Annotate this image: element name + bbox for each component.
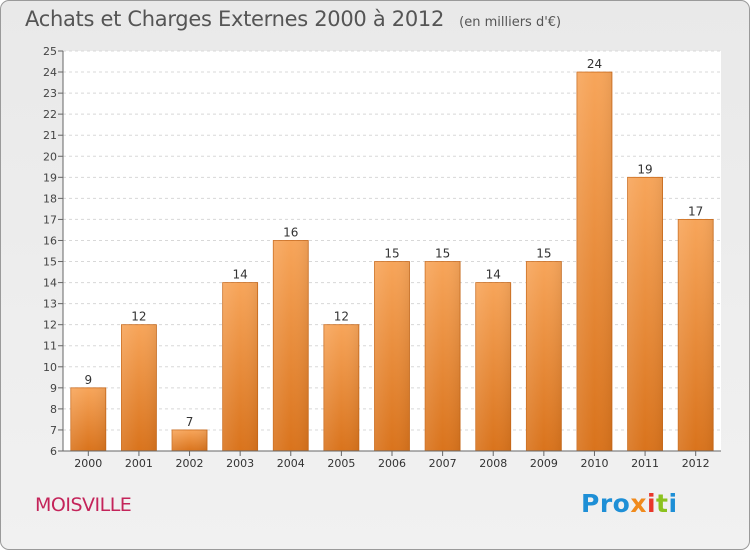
bar-value-label: 12 (334, 310, 349, 324)
x-tick-label: 2012 (682, 457, 710, 470)
chart-unit: (en milliers d'€) (459, 15, 562, 30)
x-tick-label: 2011 (631, 457, 659, 470)
x-tick-label: 2001 (125, 457, 153, 470)
logo-part: x (630, 489, 647, 518)
bar-shine (323, 324, 359, 451)
bar-value-label: 17 (688, 204, 703, 218)
bar-shine (475, 282, 511, 451)
y-tick-label: 13 (43, 298, 57, 311)
x-tick-label: 2006 (378, 457, 406, 470)
bar-shine (70, 387, 106, 451)
town-name: MOISVILLE (35, 494, 132, 516)
bar-value-label: 15 (435, 247, 450, 261)
bar-value-label: 9 (84, 373, 92, 387)
y-tick-label: 21 (43, 129, 57, 142)
y-tick-label: 17 (43, 213, 57, 226)
x-tick-label: 2002 (176, 457, 204, 470)
y-tick-label: 14 (43, 277, 57, 290)
bar-value-label: 24 (587, 57, 602, 71)
logo-part: i (646, 489, 657, 518)
chart-title-row: Achats et Charges Externes 2000 à 2012 (… (25, 7, 561, 31)
y-tick-label: 19 (43, 171, 57, 184)
proxiti-logo: Proxiti (581, 489, 678, 518)
y-tick-label: 10 (43, 361, 57, 374)
bar-value-label: 15 (384, 247, 399, 261)
x-tick-label: 2008 (479, 457, 507, 470)
logo-part: i (668, 489, 678, 518)
x-tick-label: 2009 (530, 457, 558, 470)
chart-title: Achats et Charges Externes 2000 à 2012 (25, 7, 445, 31)
x-tick-label: 2007 (429, 457, 457, 470)
x-tick-label: 2004 (277, 457, 305, 470)
x-tick-label: 2003 (226, 457, 254, 470)
x-tick-label: 2010 (580, 457, 608, 470)
bar-value-label: 16 (283, 225, 298, 239)
bar-value-label: 15 (536, 247, 551, 261)
bar-shine (627, 177, 663, 451)
y-tick-label: 24 (43, 66, 57, 79)
y-tick-label: 9 (50, 382, 57, 395)
bar-value-label: 14 (233, 268, 248, 282)
y-tick-label: 23 (43, 87, 57, 100)
y-tick-label: 8 (50, 403, 57, 416)
bar-shine (222, 282, 258, 451)
bar-shine (121, 324, 157, 451)
x-tick-label: 2000 (74, 457, 102, 470)
y-tick-label: 12 (43, 319, 57, 332)
bar-shine (273, 240, 309, 451)
y-tick-label: 22 (43, 108, 57, 121)
bar-value-label: 12 (131, 310, 146, 324)
logo-part: t (656, 489, 669, 518)
bar-shine (576, 72, 612, 451)
bar-value-label: 7 (186, 415, 194, 429)
bar-shine (172, 429, 208, 451)
bar-shine (425, 261, 461, 451)
logo-part: Pro (581, 489, 631, 518)
bar-shine (678, 219, 714, 451)
bar-shine (526, 261, 562, 451)
y-tick-label: 16 (43, 234, 57, 247)
bar-value-label: 14 (486, 268, 501, 282)
y-tick-label: 18 (43, 192, 57, 205)
x-tick-label: 2005 (327, 457, 355, 470)
y-tick-label: 20 (43, 150, 57, 163)
y-tick-label: 6 (50, 445, 57, 458)
y-tick-label: 15 (43, 256, 57, 269)
y-tick-label: 11 (43, 340, 57, 353)
y-tick-label: 7 (50, 424, 57, 437)
bar-value-label: 19 (637, 162, 652, 176)
bar-shine (374, 261, 410, 451)
y-tick-label: 25 (43, 45, 57, 58)
